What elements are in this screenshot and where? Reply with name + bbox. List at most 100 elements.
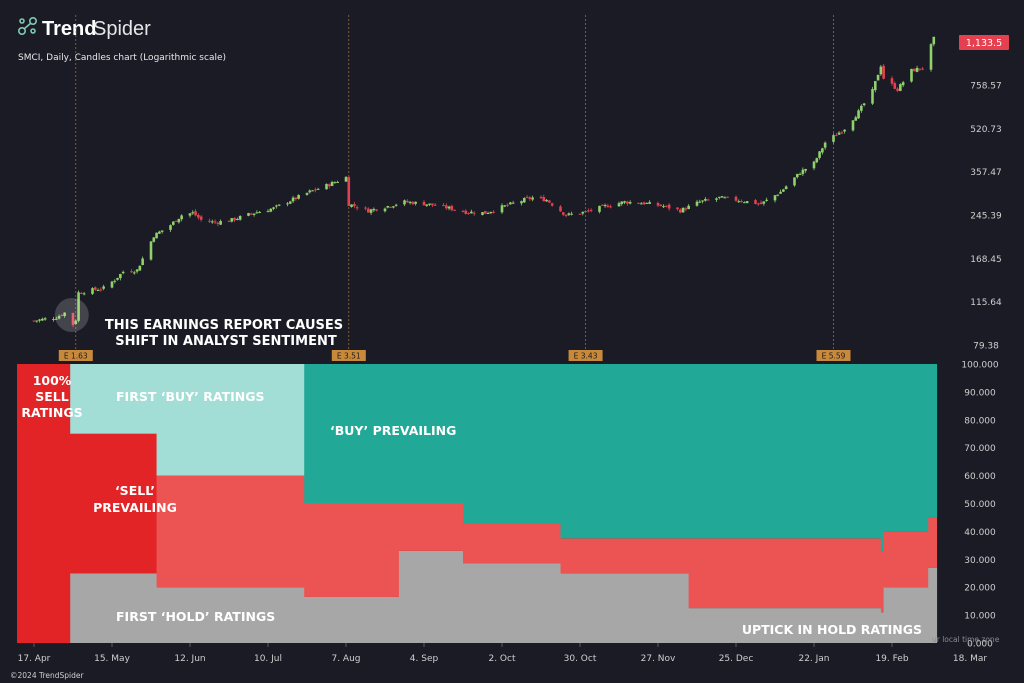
- candle-body: [684, 208, 688, 210]
- candle: [63, 312, 66, 318]
- candle: [160, 230, 164, 234]
- candle: [598, 205, 601, 214]
- candle-body: [617, 203, 621, 207]
- buy-area: [156, 364, 305, 476]
- candle: [871, 86, 874, 105]
- hold-area: [880, 612, 885, 643]
- candle-body: [425, 204, 429, 206]
- candle-body: [350, 204, 353, 207]
- candle: [60, 313, 64, 317]
- time-tick-label: 10. Jul: [254, 654, 282, 664]
- candle: [467, 212, 470, 215]
- candle: [188, 213, 192, 218]
- candle: [330, 180, 334, 187]
- candle-body: [174, 220, 178, 222]
- rating-segment: [688, 364, 882, 643]
- candle-body: [623, 201, 626, 203]
- earnings-flag-bg: [816, 350, 851, 361]
- candle: [277, 204, 281, 207]
- candle: [116, 277, 119, 281]
- candle: [119, 273, 122, 281]
- sell-area: [70, 433, 158, 574]
- candle: [899, 83, 902, 92]
- candle-body: [715, 198, 718, 200]
- candle: [581, 211, 585, 216]
- candle: [155, 232, 158, 239]
- rating-segment: [304, 364, 400, 643]
- candle: [442, 202, 445, 207]
- candle: [882, 64, 885, 80]
- candle-body: [795, 173, 799, 178]
- candle: [567, 212, 571, 216]
- candle-body: [548, 200, 551, 203]
- candle-body: [77, 292, 80, 321]
- candle-body: [428, 203, 431, 205]
- candle: [759, 200, 763, 205]
- candle: [600, 204, 604, 206]
- candle-body: [717, 196, 721, 198]
- candle-body: [119, 273, 122, 279]
- candle-body: [587, 210, 590, 212]
- brand-name-light: Spider: [93, 18, 151, 40]
- time-tick-label: 17. Apr: [18, 654, 51, 664]
- candle: [269, 208, 273, 213]
- candle-body: [609, 206, 612, 208]
- candle: [843, 129, 846, 134]
- candle: [113, 279, 117, 284]
- candle: [308, 189, 312, 194]
- candle-body: [272, 207, 275, 209]
- rating-tick-label: 40.000: [964, 528, 996, 538]
- candle-body: [921, 68, 924, 70]
- candle: [890, 76, 894, 86]
- candle: [520, 200, 523, 206]
- candle: [545, 199, 548, 202]
- candle-body: [93, 287, 97, 290]
- candle-body: [305, 192, 309, 195]
- candle-body: [138, 265, 142, 271]
- candle: [219, 219, 222, 226]
- candle-body: [74, 320, 78, 325]
- candle-body: [247, 213, 250, 216]
- candle-body: [837, 132, 841, 135]
- candle-body: [882, 65, 885, 79]
- price-axis: 758.57 520.73 357.47 245.39 168.45 115.64 79.3…: [970, 82, 1002, 352]
- candle: [121, 270, 125, 275]
- candle: [706, 198, 710, 201]
- candle-body: [486, 213, 490, 215]
- candle: [333, 181, 337, 184]
- candle-body: [687, 205, 690, 210]
- rating-segment: [70, 364, 158, 643]
- earnings-flag-bg: [331, 350, 366, 361]
- candle: [695, 199, 699, 207]
- candle: [876, 74, 880, 81]
- candle-body: [545, 199, 548, 202]
- candle: [570, 211, 573, 216]
- candle-body: [453, 209, 456, 211]
- candle-body: [801, 169, 805, 174]
- candle: [779, 189, 782, 194]
- candle-body: [531, 197, 534, 200]
- candle-body: [249, 213, 253, 215]
- buy-area: [880, 364, 885, 551]
- candle: [667, 203, 671, 211]
- candle-body: [255, 212, 259, 214]
- candle-body: [236, 218, 239, 220]
- candle-body: [740, 201, 743, 203]
- time-tick-label: 15. May: [94, 654, 130, 664]
- candle-body: [503, 205, 507, 207]
- candle-body: [656, 202, 660, 206]
- candle-body: [32, 320, 36, 322]
- candle: [901, 80, 905, 88]
- time-tick-label: 4. Sep: [410, 654, 439, 664]
- candle: [776, 194, 780, 197]
- candle-body: [169, 225, 172, 230]
- candle: [350, 204, 353, 208]
- candle-body: [483, 210, 487, 214]
- candle: [138, 265, 142, 271]
- earnings-flag: E 3.43: [568, 350, 603, 361]
- rating-tick-label: 80.000: [964, 416, 996, 426]
- candle: [678, 208, 682, 214]
- time-tick-label: 25. Dec: [719, 654, 754, 664]
- candle-body: [314, 189, 317, 191]
- candle-body: [252, 213, 256, 215]
